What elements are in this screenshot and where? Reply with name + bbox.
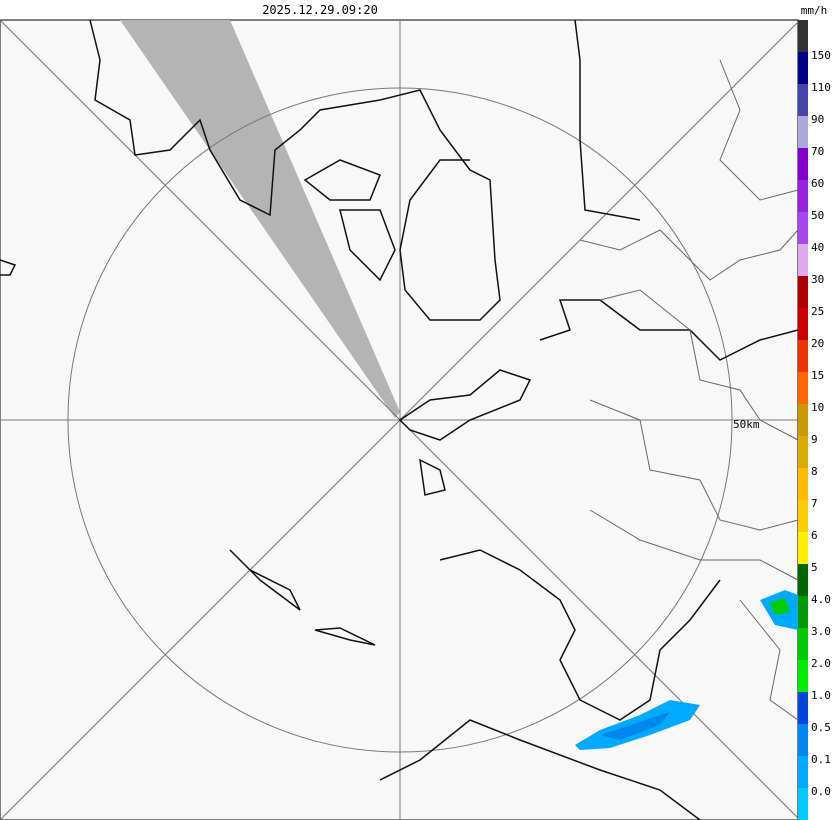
legend-swatch (798, 276, 808, 308)
legend-label: 20 (811, 337, 824, 350)
legend-label: 0.5 (811, 721, 831, 734)
legend-label: 30 (811, 273, 824, 286)
border-path (719, 59, 799, 201)
legend-swatch (798, 596, 808, 628)
legend-swatch (798, 436, 808, 468)
legend-swatch (798, 756, 808, 788)
coast-path (398, 369, 532, 441)
legend-swatch (798, 20, 808, 52)
legend-swatch (798, 692, 808, 724)
unit-label: mm/h (801, 4, 828, 17)
admin-borders (579, 59, 799, 721)
range-label: 50km (733, 418, 760, 431)
legend-swatch (798, 212, 808, 244)
legend-label: 40 (811, 241, 824, 254)
coast-path (379, 719, 701, 820)
legend-label: 70 (811, 145, 824, 158)
legend-label: 0.0 (811, 785, 831, 798)
beam-block (120, 20, 400, 418)
legend-label: 60 (811, 177, 824, 190)
rain-area (600, 712, 670, 740)
legend-label: 25 (811, 305, 824, 318)
legend-swatch (798, 468, 808, 500)
legend-label: 3.0 (811, 625, 831, 638)
legend-swatch (798, 180, 808, 212)
coastline (0, 19, 799, 820)
legend-label: 15 (811, 369, 824, 382)
rain-area (770, 598, 790, 615)
legend-swatch (798, 116, 808, 148)
coast-path (339, 209, 396, 282)
legend-label: 8 (811, 465, 818, 478)
map: 50km (0, 19, 799, 820)
legend-label: 10 (811, 401, 824, 414)
legend-label: 9 (811, 433, 818, 446)
legend: 150 110 90 70 60 50 40 30 25 20 15 10 9 8 7 6 5 4.0 3.0 2.0… (798, 20, 831, 820)
border-path (589, 509, 799, 581)
border-path (739, 599, 799, 721)
legend-label: 6 (811, 529, 818, 542)
legend-swatch (798, 532, 808, 564)
coast-path (303, 159, 381, 201)
border-path (579, 229, 799, 281)
legend-label: 150 (811, 49, 831, 62)
legend-swatch (798, 308, 808, 340)
legend-swatch (798, 724, 808, 756)
coast-path (574, 19, 641, 221)
legend-label: 90 (811, 113, 824, 126)
legend-swatch (798, 244, 808, 276)
axis-line (0, 19, 799, 819)
legend-swatch (798, 628, 808, 660)
coast-path (419, 458, 446, 496)
legend-swatch (798, 788, 808, 820)
coast-path (314, 627, 376, 646)
legend-swatch (798, 148, 808, 180)
legend-swatch (798, 660, 808, 692)
border-path (589, 399, 799, 531)
legend-swatch (798, 500, 808, 532)
legend-swatch (798, 84, 808, 116)
coast-path (89, 19, 501, 321)
legend-label: 1.0 (811, 689, 831, 702)
legend-swatch (798, 52, 808, 84)
legend-swatch (798, 340, 808, 372)
legend-label: 5 (811, 561, 818, 574)
legend-label: 0.1 (811, 753, 831, 766)
coast-path (439, 549, 721, 721)
axis-line (0, 21, 799, 820)
coast-path (539, 299, 799, 361)
legend-label: 50 (811, 209, 824, 222)
legend-swatch (798, 564, 808, 596)
legend-label: 7 (811, 497, 818, 510)
timestamp: 2025.12.29.09:20 (262, 3, 378, 17)
precipitation (575, 590, 798, 750)
coast-path (229, 549, 301, 611)
border-path (599, 289, 799, 441)
coast-path (0, 259, 17, 276)
legend-label: 2.0 (811, 657, 831, 670)
legend-swatch (798, 404, 808, 436)
legend-label: 110 (811, 81, 831, 94)
legend-swatch (798, 372, 808, 404)
legend-label: 4.0 (811, 593, 831, 606)
